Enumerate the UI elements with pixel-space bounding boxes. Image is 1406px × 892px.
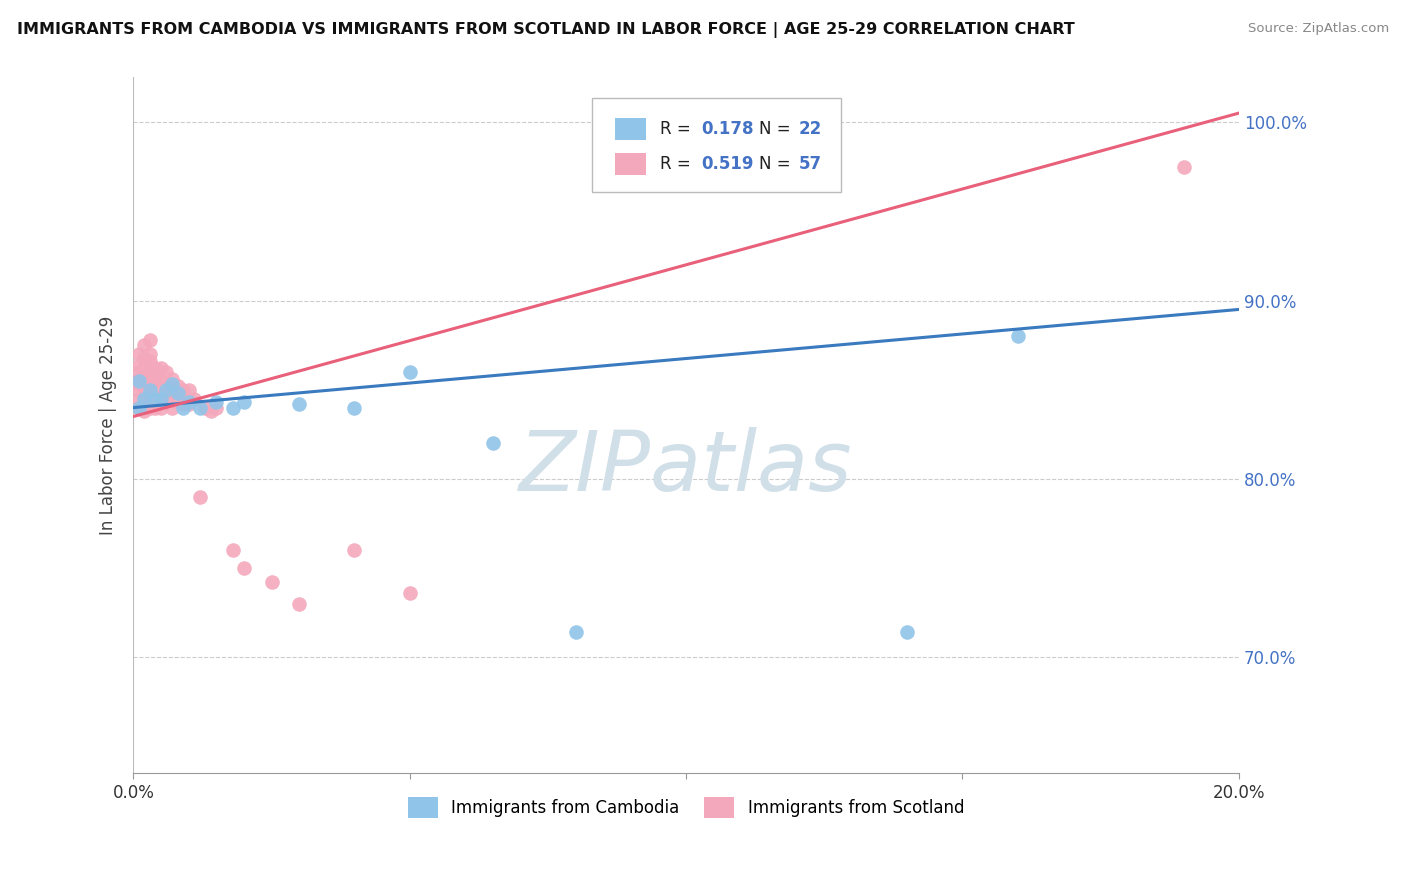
Point — [200, 404, 222, 418]
Point — [222, 401, 245, 415]
Point — [149, 390, 172, 404]
FancyBboxPatch shape — [616, 118, 647, 140]
Point — [128, 383, 150, 397]
Point — [177, 395, 200, 409]
Point — [139, 374, 162, 388]
Point — [160, 377, 183, 392]
Point — [134, 351, 156, 365]
Point — [166, 379, 188, 393]
Point — [260, 575, 283, 590]
Point — [149, 401, 172, 415]
Point — [145, 392, 167, 406]
Point — [128, 374, 150, 388]
Point — [149, 374, 172, 388]
Point — [188, 490, 211, 504]
Point — [188, 401, 211, 415]
Point — [155, 383, 177, 397]
Point — [222, 543, 245, 558]
Point — [481, 436, 503, 450]
Point — [128, 401, 150, 415]
Point — [139, 401, 162, 415]
Point — [172, 397, 194, 411]
Point — [128, 377, 150, 392]
Point — [343, 401, 366, 415]
Point — [149, 392, 172, 406]
Point — [232, 395, 254, 409]
Point — [139, 392, 162, 406]
Point — [1007, 329, 1029, 343]
FancyBboxPatch shape — [592, 98, 841, 193]
Point — [177, 383, 200, 397]
Point — [145, 401, 167, 415]
Point — [134, 379, 156, 393]
Text: R =: R = — [659, 154, 696, 173]
Legend: Immigrants from Cambodia, Immigrants from Scotland: Immigrants from Cambodia, Immigrants fro… — [401, 790, 972, 824]
Point — [139, 365, 162, 379]
Point — [145, 383, 167, 397]
Point — [145, 392, 167, 406]
Point — [128, 401, 150, 415]
Text: N =: N = — [759, 154, 796, 173]
Point — [177, 397, 200, 411]
Point — [896, 625, 918, 640]
Point — [160, 401, 183, 415]
Text: N =: N = — [759, 120, 796, 138]
Point — [134, 404, 156, 418]
Point — [564, 625, 586, 640]
Point — [134, 392, 156, 406]
Text: Source: ZipAtlas.com: Source: ZipAtlas.com — [1249, 22, 1389, 36]
Point — [145, 361, 167, 376]
Point — [128, 372, 150, 386]
Point — [134, 390, 156, 404]
Text: 0.178: 0.178 — [702, 120, 754, 138]
Point — [288, 397, 311, 411]
Point — [128, 365, 150, 379]
Point — [166, 386, 188, 401]
Point — [134, 372, 156, 386]
Text: IMMIGRANTS FROM CAMBODIA VS IMMIGRANTS FROM SCOTLAND IN LABOR FORCE | AGE 25-29 : IMMIGRANTS FROM CAMBODIA VS IMMIGRANTS F… — [17, 22, 1074, 38]
Point — [134, 361, 156, 376]
Point — [145, 372, 167, 386]
FancyBboxPatch shape — [616, 153, 647, 175]
Point — [139, 383, 162, 397]
Text: R =: R = — [659, 120, 696, 138]
Point — [194, 401, 217, 415]
Point — [155, 379, 177, 393]
Text: ZIPatlas: ZIPatlas — [519, 426, 853, 508]
Text: 0.519: 0.519 — [702, 154, 754, 173]
Point — [128, 392, 150, 406]
Point — [155, 365, 177, 379]
Point — [398, 586, 420, 600]
Point — [128, 358, 150, 372]
Point — [172, 383, 194, 397]
Point — [166, 395, 188, 409]
Point — [172, 401, 194, 415]
Point — [205, 401, 228, 415]
Point — [128, 347, 150, 361]
Y-axis label: In Labor Force | Age 25-29: In Labor Force | Age 25-29 — [100, 316, 117, 535]
Text: 22: 22 — [799, 120, 823, 138]
Point — [134, 397, 156, 411]
Point — [139, 383, 162, 397]
Point — [398, 365, 420, 379]
Point — [149, 361, 172, 376]
Point — [232, 561, 254, 575]
Point — [205, 395, 228, 409]
Point — [1173, 160, 1195, 174]
Point — [139, 347, 162, 361]
Point — [160, 372, 183, 386]
Point — [134, 338, 156, 352]
Point — [183, 392, 205, 406]
Point — [139, 333, 162, 347]
Point — [288, 597, 311, 611]
Point — [155, 392, 177, 406]
Point — [139, 354, 162, 368]
Point — [343, 543, 366, 558]
Point — [160, 386, 183, 401]
Text: 57: 57 — [799, 154, 823, 173]
